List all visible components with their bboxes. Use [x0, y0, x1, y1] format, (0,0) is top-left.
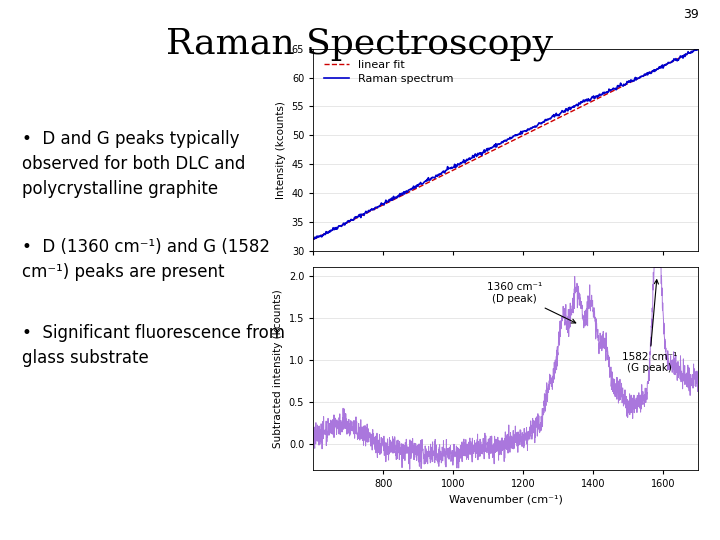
Line: linear fit: linear fit [313, 49, 698, 240]
Raman spectrum [408, 186, 417, 192]
Raman spectrum [567, 105, 575, 112]
linear fit [483, 150, 492, 157]
Raman spectrum [694, 45, 703, 51]
linear fit [309, 237, 318, 243]
Text: •  D (1360 cm⁻¹) and G (1582
cm⁻¹) peaks are present: • D (1360 cm⁻¹) and G (1582 cm⁻¹) peaks … [22, 238, 269, 281]
Y-axis label: Subtracted intensity (kcounts): Subtracted intensity (kcounts) [274, 289, 283, 448]
Text: •  D and G peaks typically
observed for both DLC and
polycrystalline graphite: • D and G peaks typically observed for b… [22, 130, 245, 198]
linear fit [536, 124, 544, 130]
linear fit [599, 92, 608, 99]
Text: •  Significant fluorescence from
glass substrate: • Significant fluorescence from glass su… [22, 324, 284, 367]
Text: 39: 39 [683, 8, 698, 21]
linear fit [408, 187, 417, 194]
Text: 1360 cm⁻¹
(D peak): 1360 cm⁻¹ (D peak) [487, 282, 576, 323]
Legend: linear fit, Raman spectrum: linear fit, Raman spectrum [319, 54, 459, 90]
Text: 1582 cm⁻¹
(G peak): 1582 cm⁻¹ (G peak) [621, 280, 677, 373]
linear fit [566, 109, 575, 115]
linear fit [694, 45, 703, 52]
linear fit [377, 202, 386, 209]
Text: Raman Spectroscopy: Raman Spectroscopy [166, 27, 554, 61]
Line: Raman spectrum: Raman spectrum [313, 48, 698, 239]
Raman spectrum [310, 236, 318, 242]
Raman spectrum [600, 91, 608, 97]
Raman spectrum [484, 145, 492, 152]
Y-axis label: Intensity (kcounts): Intensity (kcounts) [276, 101, 286, 199]
X-axis label: Wavenumber (cm⁻¹): Wavenumber (cm⁻¹) [449, 495, 563, 504]
Raman spectrum [378, 201, 387, 207]
Raman spectrum [309, 235, 318, 242]
Raman spectrum [536, 120, 545, 126]
